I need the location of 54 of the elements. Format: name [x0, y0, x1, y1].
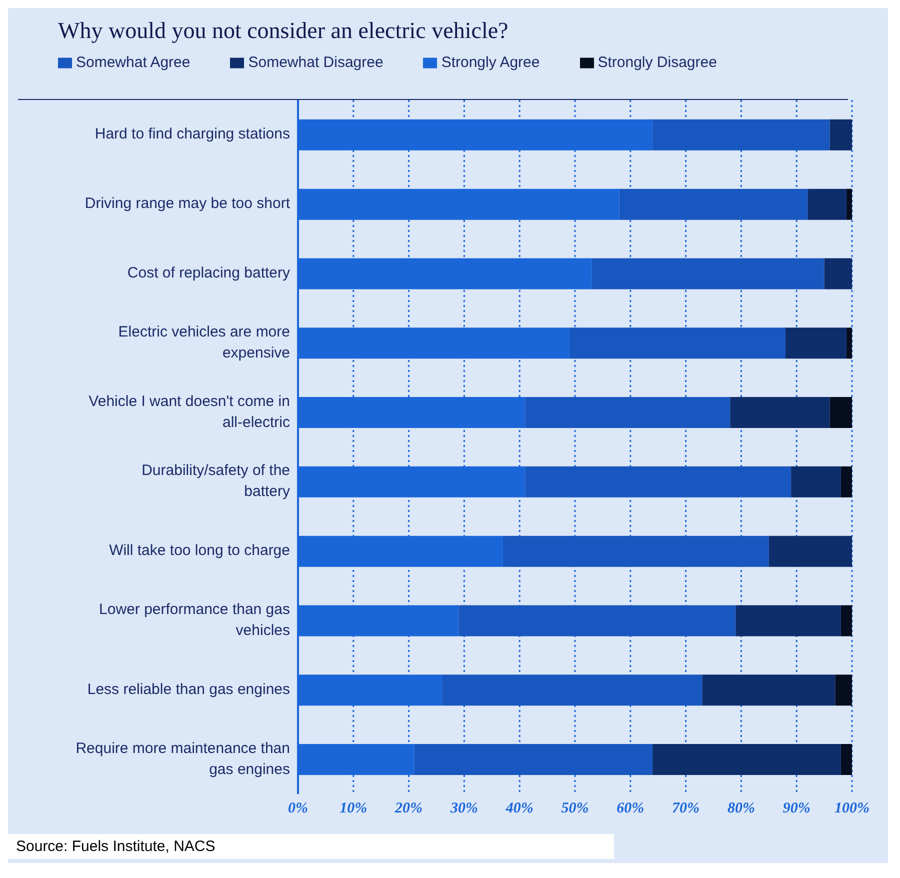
legend-label: Strongly Agree	[441, 54, 540, 71]
bar	[830, 119, 852, 150]
x-tick-label: 90%	[782, 800, 810, 817]
bar	[786, 328, 846, 359]
y-tick-label: Less reliable than gas engines	[87, 680, 290, 698]
x-tick-label: 30%	[449, 800, 478, 817]
bar	[824, 258, 852, 290]
bar	[592, 258, 824, 290]
legend-label: Somewhat Agree	[76, 54, 190, 71]
y-tick-label: Driving range may be too short	[84, 195, 291, 212]
bar	[736, 605, 841, 636]
y-tick-label: Vehicle I want doesn't come in all-electric	[88, 392, 290, 431]
bar	[458, 605, 736, 636]
y-tick-label: Hard to find charging stations	[94, 126, 290, 143]
bar	[502, 536, 769, 567]
bar	[414, 744, 653, 776]
x-tick-label: 40%	[504, 800, 534, 817]
y-tick-label: Require more maintenance than gas engines	[76, 740, 290, 778]
bar	[652, 119, 830, 150]
bar	[791, 466, 841, 498]
x-tick-label: 80%	[727, 800, 755, 817]
bar	[768, 536, 852, 567]
bar	[840, 466, 852, 498]
bar	[840, 605, 852, 636]
source-note: Source: Fuels Institute, NACS	[8, 834, 614, 859]
y-tick-label: Will take too long to charge	[109, 542, 290, 560]
x-tick-label: 70%	[672, 800, 700, 817]
legend-label: Somewhat Disagree	[248, 54, 384, 71]
legend-label: Strongly Disagree	[598, 54, 717, 71]
bar	[730, 397, 830, 428]
bar	[840, 744, 852, 776]
x-tick-label: 20%	[394, 800, 423, 817]
y-tick-label: Durability/safety of the battery	[142, 462, 290, 500]
x-tick-label: 10%	[340, 800, 368, 817]
bar	[830, 397, 852, 428]
bar	[846, 328, 852, 359]
x-tick-label: 60%	[616, 800, 644, 817]
x-tick-label: 0%	[288, 800, 308, 817]
bar	[652, 744, 841, 776]
bar	[846, 188, 852, 220]
bar	[569, 328, 786, 359]
bar	[525, 397, 730, 428]
y-tick-label: Cost of replacing battery	[127, 264, 290, 282]
x-tick-label: 100%	[834, 800, 870, 817]
y-tick-label: Lower performance than gas vehicles	[99, 600, 290, 639]
bar	[442, 674, 702, 706]
bar	[619, 188, 808, 220]
bar	[808, 188, 846, 220]
chart-title: Why would you not consider an electric vehicle?	[57, 17, 510, 44]
bar	[702, 674, 836, 706]
bar	[525, 466, 792, 498]
bar	[835, 674, 852, 706]
y-tick-label: Electric vehicles are more expensive	[118, 323, 290, 362]
x-tick-label: 50%	[561, 800, 589, 817]
